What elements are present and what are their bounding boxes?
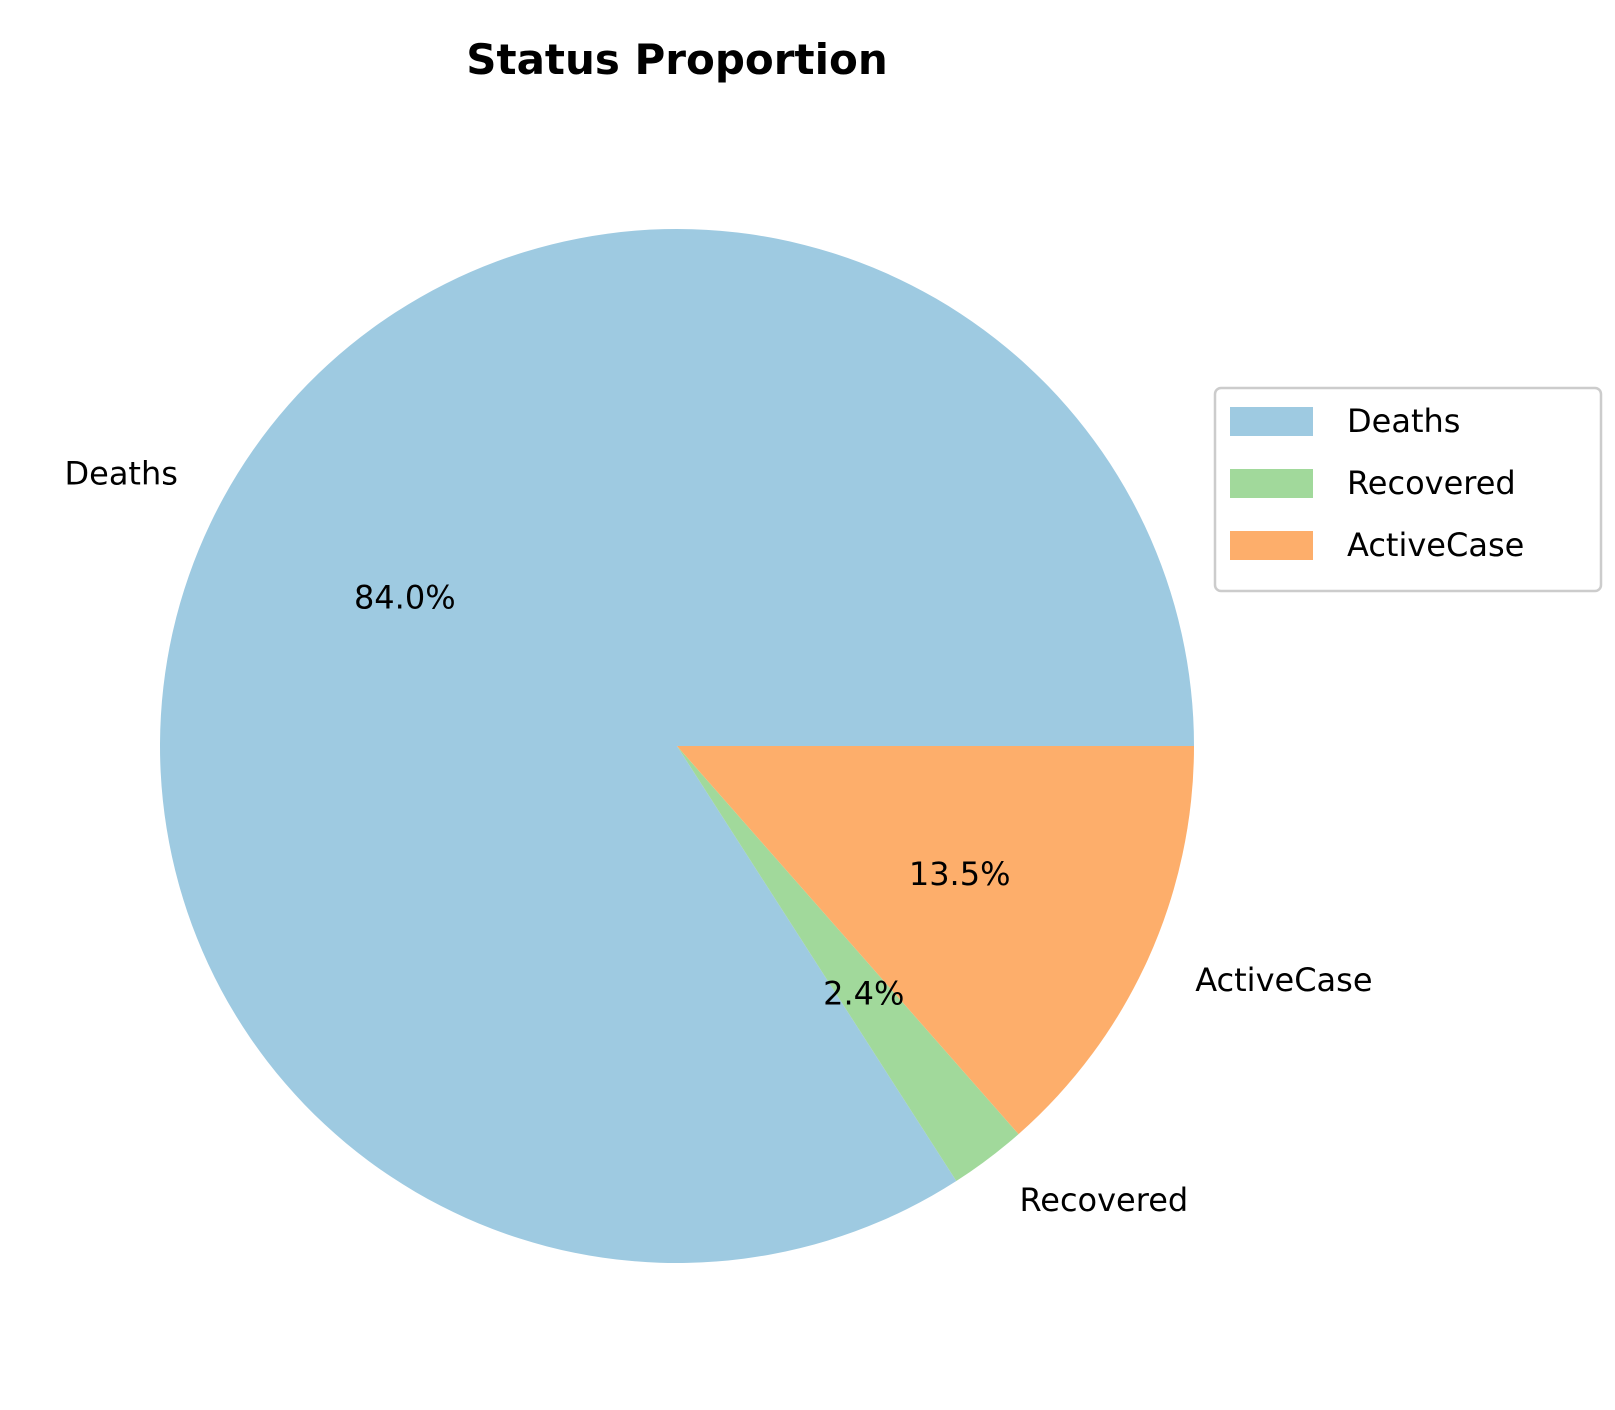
legend-label-activecase: ActiveCase bbox=[1347, 526, 1524, 564]
slice-label-activecase: ActiveCase bbox=[1195, 961, 1372, 999]
slice-labels: Deaths Recovered ActiveCase bbox=[64, 454, 1372, 1219]
legend-swatch-deaths bbox=[1230, 407, 1313, 436]
percent-label-deaths: 84.0% bbox=[354, 578, 456, 616]
slice-label-deaths: Deaths bbox=[64, 454, 177, 492]
legend: Deaths Recovered ActiveCase bbox=[1213, 386, 1603, 593]
pie-slice-recovered bbox=[677, 746, 1019, 1182]
legend-swatch-recovered bbox=[1230, 469, 1313, 498]
slice-label-recovered: Recovered bbox=[1019, 1181, 1188, 1219]
pie-slice-activecase bbox=[677, 746, 1194, 1135]
legend-swatch-activecase bbox=[1230, 531, 1313, 560]
percent-label-recovered: 2.4% bbox=[823, 975, 904, 1013]
legend-label-recovered: Recovered bbox=[1347, 464, 1516, 502]
legend-label-deaths: Deaths bbox=[1347, 402, 1460, 440]
chart-title: Status Proportion bbox=[466, 35, 887, 84]
percent-labels: 84.0% 2.4% 13.5% bbox=[354, 578, 1011, 1012]
pie-slices bbox=[160, 228, 1195, 1264]
percent-label-activecase: 13.5% bbox=[909, 855, 1011, 893]
